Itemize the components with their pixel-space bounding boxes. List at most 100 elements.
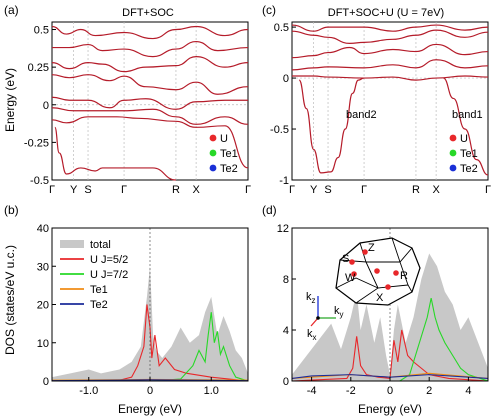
panel-a-frame bbox=[51, 21, 249, 181]
c-ytick-label: 0.5 bbox=[274, 22, 289, 34]
a-band-2 bbox=[51, 56, 249, 73]
panel-a-title: DFT+SOC bbox=[122, 7, 174, 19]
c-xtick-label: R bbox=[412, 184, 420, 196]
a-ytick-label: 0.5 bbox=[34, 25, 49, 37]
c-legend-dot bbox=[449, 164, 457, 172]
b-ytick-label: 20 bbox=[37, 300, 49, 312]
panel-b-legend: total U J=5/2 U J=7/2 Te1 Te2 bbox=[60, 239, 128, 311]
a-xtick-label: S bbox=[84, 184, 91, 196]
c-legend-label: U bbox=[460, 133, 468, 145]
panel-a-grid bbox=[52, 22, 248, 180]
bz-point-x bbox=[385, 284, 391, 290]
panel-b-xticks: -1.0 0 1.0 bbox=[79, 377, 219, 397]
c-ytick-label: -0.5 bbox=[270, 124, 289, 136]
kz-label: kz bbox=[306, 291, 316, 305]
a-ytick-label: -0.5 bbox=[30, 175, 49, 187]
panel-a: (a) DFT+SOC Energy (eV) 0.5 0.25 0 -0.25 -0.… bbox=[3, 3, 251, 196]
c-legend-label: Te1 bbox=[460, 148, 478, 160]
a-ytick-label: 0.25 bbox=[28, 62, 49, 74]
panel-b-tag: (b) bbox=[4, 203, 19, 217]
d-ytick-label: 4 bbox=[283, 325, 289, 337]
bz-label-w: W bbox=[345, 272, 356, 284]
a-ytick-label: -0.25 bbox=[24, 137, 49, 149]
d-series-1 bbox=[291, 329, 489, 382]
b-legend-swatch bbox=[60, 240, 84, 248]
c-band-2 bbox=[291, 43, 489, 59]
a-xtick-label: Γ bbox=[121, 184, 127, 196]
b-legend-label: Te1 bbox=[90, 284, 108, 296]
c-xtick-label: Γ bbox=[361, 184, 367, 196]
panel-c-frame bbox=[291, 21, 489, 181]
c-band-1 bbox=[291, 29, 489, 45]
panel-d-tag: (d) bbox=[262, 203, 277, 217]
panel-b-xlabel: Energy (eV) bbox=[118, 402, 182, 416]
b-ytick-label: 30 bbox=[37, 261, 49, 273]
a-legend-dot bbox=[209, 149, 217, 157]
panel-c-bands bbox=[291, 24, 489, 176]
bz-point-r bbox=[393, 270, 399, 276]
d-xtick-label: 4 bbox=[465, 385, 471, 397]
panel-a-legend: U Te1 Te2 bbox=[209, 133, 238, 175]
b-legend-label: U J=5/2 bbox=[90, 254, 128, 266]
c-xtick-label: S bbox=[324, 184, 331, 196]
a-legend-dot bbox=[209, 134, 217, 142]
bz-label-z: Z bbox=[368, 242, 375, 254]
panel-c-title: DFT+SOC+U (U = 7eV) bbox=[328, 7, 444, 19]
panel-c-tag: (c) bbox=[262, 3, 276, 17]
d-series-total bbox=[292, 253, 488, 381]
c-band-3 bbox=[291, 59, 489, 71]
b-legend-label: U J=7/2 bbox=[90, 269, 128, 281]
a-xtick-label: Y bbox=[70, 184, 78, 196]
d-ytick-label: 0 bbox=[283, 376, 289, 388]
b-ytick-label: 0 bbox=[43, 376, 49, 388]
panel-d: (d) Energy (eV) 0 4 8 12 -4 -2 0 2 4 Z S W R X bbox=[262, 203, 489, 416]
bz-label-x: X bbox=[376, 292, 384, 304]
c-legend-dot bbox=[449, 149, 457, 157]
band2-annotation: band2 bbox=[346, 109, 377, 121]
bz-label-s: S bbox=[342, 253, 349, 265]
a-band-6 bbox=[51, 116, 249, 169]
d-xtick-label: -2 bbox=[346, 385, 356, 397]
b-xtick-label: 0 bbox=[147, 385, 153, 397]
panel-c-grid bbox=[292, 22, 488, 180]
c-legend-label: Te2 bbox=[460, 163, 478, 175]
d-xtick-label: 0 bbox=[387, 385, 393, 397]
a-band-1 bbox=[51, 40, 249, 58]
a-legend-dot bbox=[209, 164, 217, 172]
b-series-1 bbox=[51, 304, 249, 382]
d-ytick-label: 12 bbox=[277, 223, 289, 235]
a-xtick-label: R bbox=[172, 184, 180, 196]
panel-b-yticks: 0 10 20 30 40 bbox=[37, 223, 56, 388]
a-band-5 bbox=[51, 107, 249, 125]
a-xtick-label: X bbox=[192, 184, 200, 196]
c-ytick-label: -1 bbox=[279, 175, 289, 187]
c-band-4 bbox=[291, 75, 489, 81]
brillouin-zone-inset: Z S W R X kz ky kx bbox=[306, 237, 421, 342]
panel-d-xlabel: Energy (eV) bbox=[358, 402, 422, 416]
c-band-6 bbox=[443, 77, 489, 176]
b-legend-label: total bbox=[90, 239, 111, 251]
d-xtick-label: -4 bbox=[307, 385, 317, 397]
a-xtick-label: Γ bbox=[49, 184, 55, 196]
c-band-5 bbox=[298, 77, 365, 174]
c-xtick-label: X bbox=[432, 184, 440, 196]
b-legend-label: Te2 bbox=[90, 299, 108, 311]
panel-a-yticks: 0.5 0.25 0 -0.25 -0.5 bbox=[24, 25, 56, 187]
c-xtick-label: Γ bbox=[485, 184, 491, 196]
bz-label-r: R bbox=[400, 270, 408, 282]
bz-point-z bbox=[362, 249, 368, 255]
panel-c-legend: U Te1 Te2 bbox=[449, 133, 478, 175]
panel-d-total-fill bbox=[292, 253, 488, 381]
panel-b-ylabel: DOS (states/eV u.c.) bbox=[3, 245, 17, 355]
panel-a-tag: (a) bbox=[4, 3, 19, 17]
c-band-0 bbox=[291, 24, 489, 32]
band1-annotation: band1 bbox=[452, 109, 483, 121]
b-series-2 bbox=[52, 312, 249, 382]
bz-point-s bbox=[349, 259, 355, 265]
a-band-7 bbox=[54, 126, 176, 181]
ky-label: ky bbox=[334, 305, 344, 319]
a-legend-label: Te2 bbox=[220, 163, 238, 175]
